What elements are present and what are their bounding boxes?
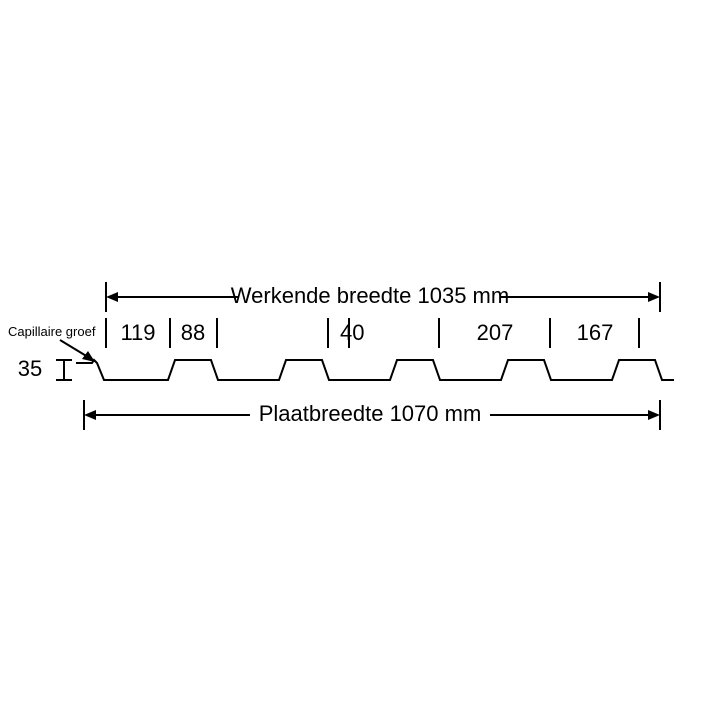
dim-40: 40 <box>340 320 364 345</box>
dim-88: 88 <box>181 320 205 345</box>
height-dimension: 35 <box>18 356 72 381</box>
profile-diagram: Werkende breedte 1035 mm 119 88 40 207 1… <box>0 0 725 725</box>
dim-167: 167 <box>577 320 614 345</box>
working-width-label: Werkende breedte 1035 mm <box>231 283 509 308</box>
segment-dimensions: 119 88 40 207 167 <box>106 318 639 348</box>
plate-width-label: Plaatbreedte 1070 mm <box>259 401 482 426</box>
plate-width-dimension: Plaatbreedte 1070 mm <box>84 400 660 430</box>
dim-119: 119 <box>120 320 155 345</box>
height-label: 35 <box>18 356 42 381</box>
dim-207: 207 <box>477 320 514 345</box>
working-width-dimension: Werkende breedte 1035 mm <box>106 282 660 312</box>
capillary-groove-label: Capillaire groef <box>8 324 96 339</box>
profile-cross-section <box>76 360 674 380</box>
